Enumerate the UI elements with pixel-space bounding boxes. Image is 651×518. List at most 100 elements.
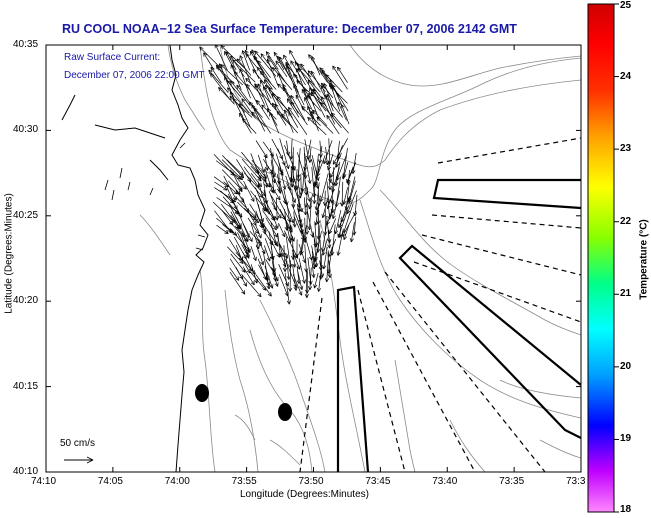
- current-vector: [236, 58, 252, 76]
- current-vector: [216, 224, 229, 235]
- current-vector: [265, 272, 271, 290]
- axis-ticks: [45, 44, 582, 473]
- current-vector: [329, 79, 342, 105]
- current-vector: [285, 65, 299, 97]
- colorbar-tick-label: 19: [620, 433, 632, 445]
- current-vector: [263, 173, 269, 188]
- current-vector: [327, 201, 332, 220]
- current-vector: [288, 111, 299, 128]
- current-vector: [213, 176, 229, 188]
- current-vector: [259, 80, 272, 99]
- current-vector: [235, 267, 247, 287]
- current-vector: [239, 68, 251, 99]
- current-vector: [289, 166, 294, 183]
- current-vector: [342, 187, 349, 205]
- current-vector: [288, 106, 308, 135]
- colorbar-tick-label: 23: [620, 143, 632, 155]
- current-vector: [208, 69, 229, 93]
- current-vector: [284, 272, 291, 305]
- current-vector: [203, 52, 215, 70]
- current-vector: [250, 222, 260, 250]
- current-vector: [250, 245, 257, 261]
- current-vector: [242, 118, 257, 134]
- colorbar-ticks: [614, 3, 619, 513]
- x-tick-label: 73:3: [566, 476, 586, 487]
- current-vector: [316, 116, 334, 134]
- current-vector: [301, 89, 315, 115]
- current-vector: [256, 215, 266, 232]
- colorbar: [587, 3, 615, 513]
- y-tick-label: 40:20: [13, 295, 39, 307]
- current-vector: [323, 83, 334, 107]
- current-vector: [241, 258, 251, 274]
- colorbar-tick-label: 25: [620, 0, 632, 11]
- scale-arrow: [64, 456, 94, 464]
- current-vector: [247, 211, 257, 226]
- current-vector: [327, 260, 332, 278]
- current-vector: [328, 168, 333, 183]
- current-vector: [326, 115, 340, 135]
- current-vector: [307, 116, 327, 136]
- x-tick-label: 73:45: [365, 476, 391, 487]
- current-vector: [269, 112, 280, 134]
- current-vector: [291, 249, 301, 270]
- current-vector: [270, 222, 278, 245]
- current-vector: [337, 66, 348, 83]
- current-vector: [307, 79, 323, 99]
- current-vector: [264, 79, 278, 107]
- current-vector: [230, 55, 245, 77]
- current-vector: [218, 87, 235, 105]
- current-vector: [210, 73, 231, 100]
- current-vector: [233, 175, 243, 193]
- current-vector: [241, 158, 262, 182]
- surface-current-vectors: [199, 45, 358, 305]
- current-vector: [224, 76, 235, 100]
- current-vector: [271, 93, 291, 113]
- current-vector: [229, 267, 240, 281]
- current-vector: [241, 50, 251, 71]
- coastline: [61, 45, 209, 472]
- colorbar-tick-label: 21: [620, 288, 632, 300]
- current-vector: [327, 161, 332, 190]
- y-tick-label: 40:15: [13, 380, 39, 392]
- current-vector: [275, 197, 280, 221]
- x-tick-label: 73:55: [231, 476, 257, 487]
- current-vector: [338, 204, 350, 228]
- current-vector: [243, 180, 255, 202]
- annotation-line-2: December 07, 2006 22:00 GMT: [64, 70, 205, 81]
- colorbar-label: Temperature (°C): [638, 219, 650, 300]
- current-vector: [324, 250, 330, 283]
- current-vector: [299, 174, 304, 196]
- current-vector: [255, 274, 272, 297]
- current-vector: [294, 239, 299, 258]
- current-vector: [310, 70, 326, 98]
- current-vector: [220, 64, 244, 86]
- current-vector: [295, 94, 305, 112]
- current-vector: [230, 80, 251, 106]
- current-vector: [308, 54, 328, 83]
- current-vector: [292, 175, 299, 190]
- current-vector: [272, 271, 279, 287]
- current-vector: [297, 270, 304, 290]
- annotation-line-1: Raw Surface Current:: [64, 52, 161, 63]
- current-vector: [268, 190, 278, 211]
- current-vector: [253, 55, 272, 84]
- y-tick-label: 40:10: [13, 466, 39, 477]
- current-vector: [251, 111, 266, 127]
- current-vector: [242, 266, 255, 286]
- current-vector: [255, 244, 265, 266]
- station-marker: [195, 384, 209, 402]
- scale-label: 50 cm/s: [60, 438, 96, 449]
- current-vector: [292, 211, 297, 228]
- current-vector: [241, 244, 249, 258]
- current-vector: [246, 83, 259, 106]
- current-vector: [222, 224, 234, 234]
- current-vector: [270, 159, 277, 184]
- current-vector: [253, 107, 271, 134]
- current-vector: [327, 230, 332, 249]
- current-vector: [259, 70, 277, 90]
- current-vector: [221, 159, 243, 181]
- current-vector: [277, 238, 285, 257]
- current-vector: [295, 68, 308, 99]
